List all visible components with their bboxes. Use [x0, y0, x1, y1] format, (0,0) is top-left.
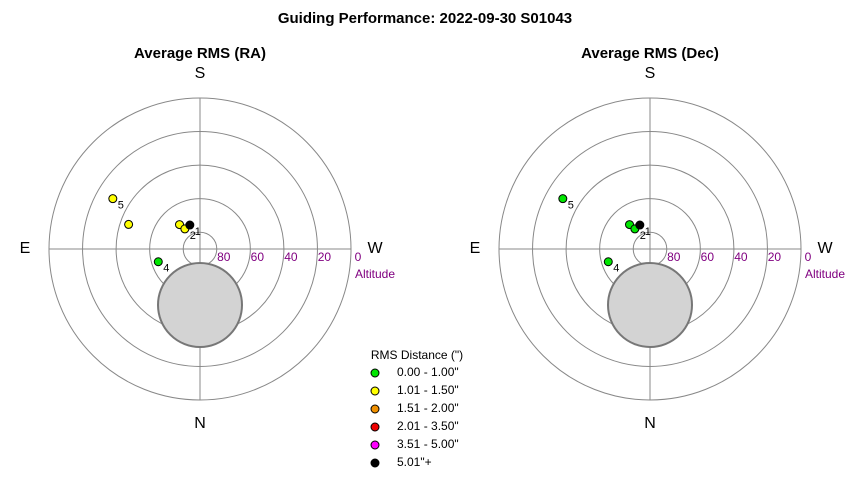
- r-tick-label: 60: [251, 250, 265, 264]
- chart-title: Guiding Performance: 2022-09-30 S01043: [278, 10, 572, 27]
- compass-label: N: [194, 415, 206, 432]
- grid-ring: [82, 131, 318, 367]
- compass-label: E: [20, 240, 31, 257]
- data-point: [635, 220, 645, 230]
- legend-swatch: [370, 440, 380, 450]
- legend-swatch: [370, 422, 380, 432]
- point-label: 4: [613, 263, 619, 275]
- legend-label: 1.51 - 2.00": [397, 401, 459, 415]
- data-point: [185, 220, 195, 230]
- compass-label: S: [195, 65, 206, 82]
- subplot-title: Average RMS (Dec): [581, 45, 719, 62]
- legend-label: 1.01 - 1.50": [397, 383, 459, 397]
- data-point: [603, 257, 613, 267]
- grid-ring: [532, 131, 768, 367]
- legend-label: 3.51 - 5.00": [397, 437, 459, 451]
- r-tick-label: 60: [701, 250, 715, 264]
- r-tick-label: 20: [768, 250, 782, 264]
- point-label: 4: [163, 263, 169, 275]
- compass-label: E: [470, 240, 481, 257]
- legend-swatch: [370, 368, 380, 378]
- obstruction: [607, 262, 693, 348]
- legend-swatch: [370, 458, 380, 468]
- r-tick-label: 80: [217, 250, 231, 264]
- r-tick-label: 40: [284, 250, 298, 264]
- legend-swatch: [370, 404, 380, 414]
- point-label: 1: [645, 226, 651, 238]
- legend-label: 5.01"+: [397, 455, 432, 469]
- r-axis-label: Altitude: [805, 267, 845, 281]
- r-tick-label: 0: [355, 250, 362, 264]
- r-tick-label: 20: [318, 250, 332, 264]
- legend-label: 2.01 - 3.50": [397, 419, 459, 433]
- legend-swatch: [370, 386, 380, 396]
- r-tick-label: 40: [734, 250, 748, 264]
- point-label: 5: [568, 200, 574, 212]
- r-axis-label: Altitude: [355, 267, 395, 281]
- data-point: [124, 219, 134, 229]
- grid-ring: [48, 97, 352, 401]
- legend-label: 0.00 - 1.00": [397, 365, 459, 379]
- compass-label: N: [644, 415, 656, 432]
- data-point: [108, 194, 118, 204]
- legend-title: RMS Distance ("): [371, 348, 463, 362]
- grid-ring: [498, 97, 802, 401]
- compass-label: W: [367, 240, 383, 257]
- point-label: 2: [640, 230, 646, 242]
- compass-label: S: [645, 65, 656, 82]
- data-point: [558, 194, 568, 204]
- compass-label: W: [817, 240, 833, 257]
- point-label: 5: [118, 200, 124, 212]
- point-label: 1: [195, 226, 201, 238]
- r-tick-label: 80: [667, 250, 681, 264]
- point-label: 2: [190, 230, 196, 242]
- obstruction: [157, 262, 243, 348]
- subplot-title: Average RMS (RA): [134, 45, 266, 62]
- r-tick-label: 0: [805, 250, 812, 264]
- data-point: [153, 257, 163, 267]
